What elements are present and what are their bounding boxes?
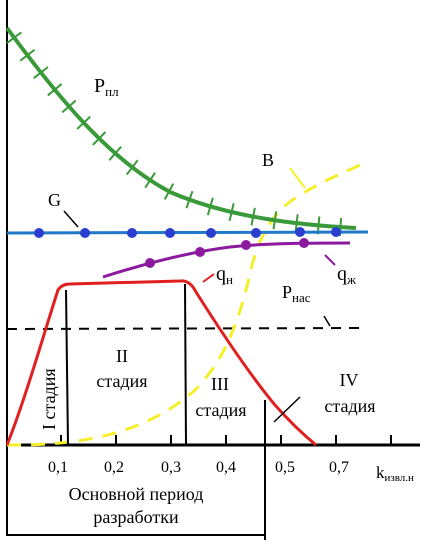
stage-3-word: стадия	[195, 400, 246, 420]
hatch-mark	[272, 211, 278, 230]
hatch-mark	[144, 172, 156, 189]
stage-4-word: стадия	[324, 396, 375, 416]
p-pl-label: Pпл	[94, 75, 119, 99]
stage-separators	[65, 283, 266, 446]
hatch-mark	[6, 31, 22, 44]
hatch-mark	[108, 145, 122, 161]
tick-label: 0,5	[275, 459, 295, 476]
x-axis-label: kизвл.н	[376, 463, 414, 484]
hatch-mark	[47, 83, 63, 97]
b-leader	[289, 167, 306, 189]
g-label: G	[48, 190, 61, 210]
tick-label: 0,4	[216, 459, 236, 476]
tick-label: 0,3	[161, 459, 181, 476]
b-curve	[6, 163, 361, 447]
tick-label: 0,2	[104, 459, 124, 476]
hatch-mark	[76, 115, 91, 130]
hatch-mark	[163, 183, 175, 200]
main-period-line-2: разработки	[93, 507, 179, 527]
p-nas-label: Pнас	[282, 282, 311, 305]
q-zh-curve	[102, 241, 351, 279]
q-zh-markers	[145, 238, 309, 268]
stage-1-label: I стадия	[39, 368, 59, 430]
hatch-mark	[92, 131, 107, 146]
main-period-bracket	[6, 445, 266, 540]
stage-2-word: стадия	[96, 371, 147, 391]
g-line	[6, 230, 369, 235]
q-n-curve	[5, 279, 317, 447]
hatch-mark	[250, 207, 256, 226]
tick-label: 0,1	[48, 459, 68, 476]
g-markers	[34, 227, 341, 238]
hatch-mark	[33, 66, 49, 79]
p-pl-hatch	[6, 31, 343, 237]
hatch-mark	[206, 197, 214, 216]
stage-3-number: III	[211, 374, 229, 394]
leader-lines	[63, 210, 331, 423]
q-zh-label: qж	[337, 263, 357, 287]
hatch-mark	[228, 203, 235, 222]
main-period-line-1: Основной период	[69, 484, 204, 504]
stage-4-number: IV	[340, 370, 359, 390]
x-tick-labels: 0,1 0,2 0,3 0,4 0,5 0,7	[48, 459, 349, 476]
hatch-mark	[125, 159, 139, 176]
hatch-mark	[19, 48, 36, 62]
b-label: B	[262, 150, 274, 170]
tick-label: 0,7	[329, 459, 349, 476]
q-n-label: qн	[216, 263, 233, 287]
stage-2-number: II	[116, 346, 128, 366]
q-zh-leader	[324, 254, 336, 266]
x-ticks	[60, 435, 392, 445]
hatch-mark	[61, 99, 77, 114]
hatch-mark	[185, 190, 194, 209]
q-n-leader	[202, 273, 215, 283]
